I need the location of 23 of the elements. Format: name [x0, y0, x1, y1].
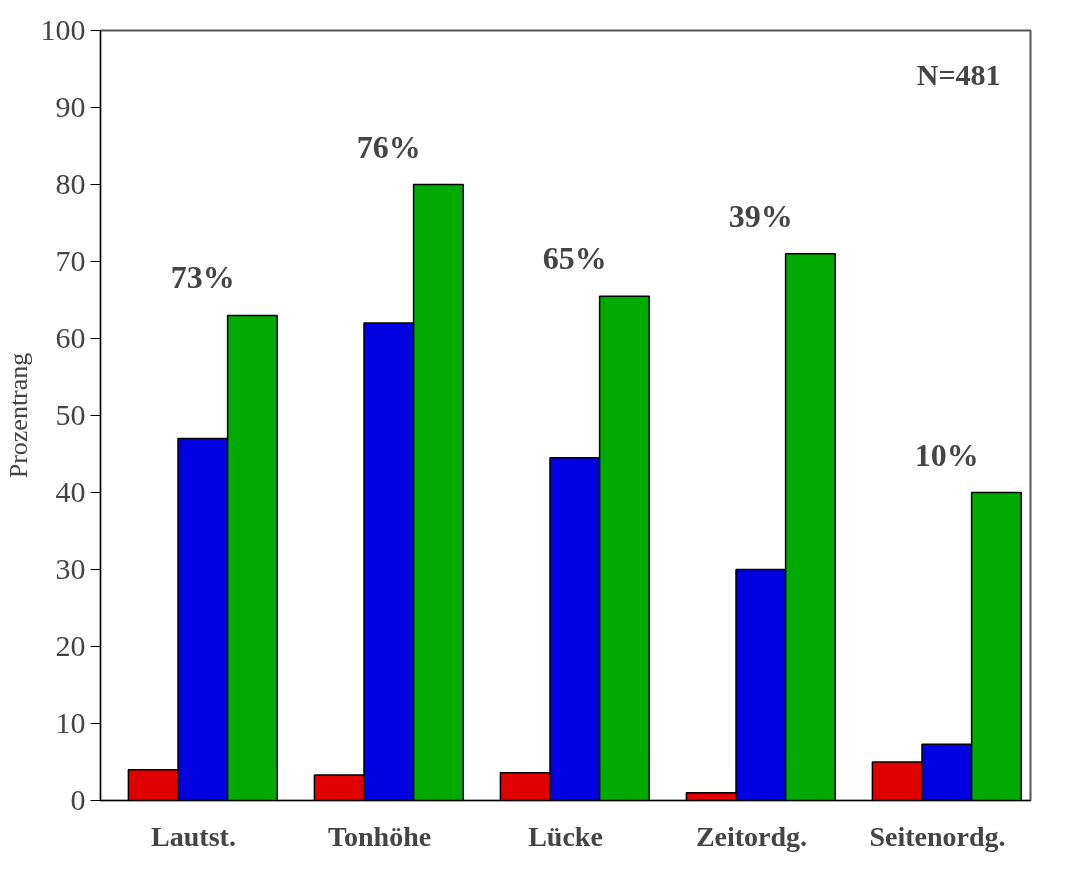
- y-tick-label: 50: [55, 398, 86, 431]
- annotation: 76%: [356, 128, 421, 165]
- y-tick-label: 30: [55, 552, 86, 585]
- y-tick-label: 90: [55, 90, 86, 123]
- annotation: 39%: [728, 197, 793, 234]
- y-tick-label: 20: [55, 629, 86, 662]
- y-tick-label: 70: [55, 244, 86, 277]
- x-tick-label: Seitenordg.: [869, 820, 1006, 852]
- y-tick-label: 0: [70, 783, 86, 816]
- y-tick-label: 10: [55, 706, 86, 739]
- x-tick-label: Lautst.: [151, 820, 236, 852]
- y-tick-label: 60: [55, 321, 86, 354]
- x-tick-label: Zeitordg.: [695, 820, 808, 852]
- annotation: N=481: [916, 57, 1001, 91]
- annotation: 10%: [914, 436, 979, 473]
- annotation: 73%: [170, 259, 235, 296]
- x-tick-label: Tonhöhe: [327, 820, 432, 852]
- annotation: 65%: [542, 240, 607, 277]
- x-tick-label: Lücke: [528, 820, 603, 852]
- y-axis-title: Prozentrang: [3, 352, 33, 479]
- y-tick-label: 100: [40, 13, 86, 46]
- y-tick-label: 40: [55, 475, 86, 508]
- y-tick-label: 80: [55, 167, 86, 200]
